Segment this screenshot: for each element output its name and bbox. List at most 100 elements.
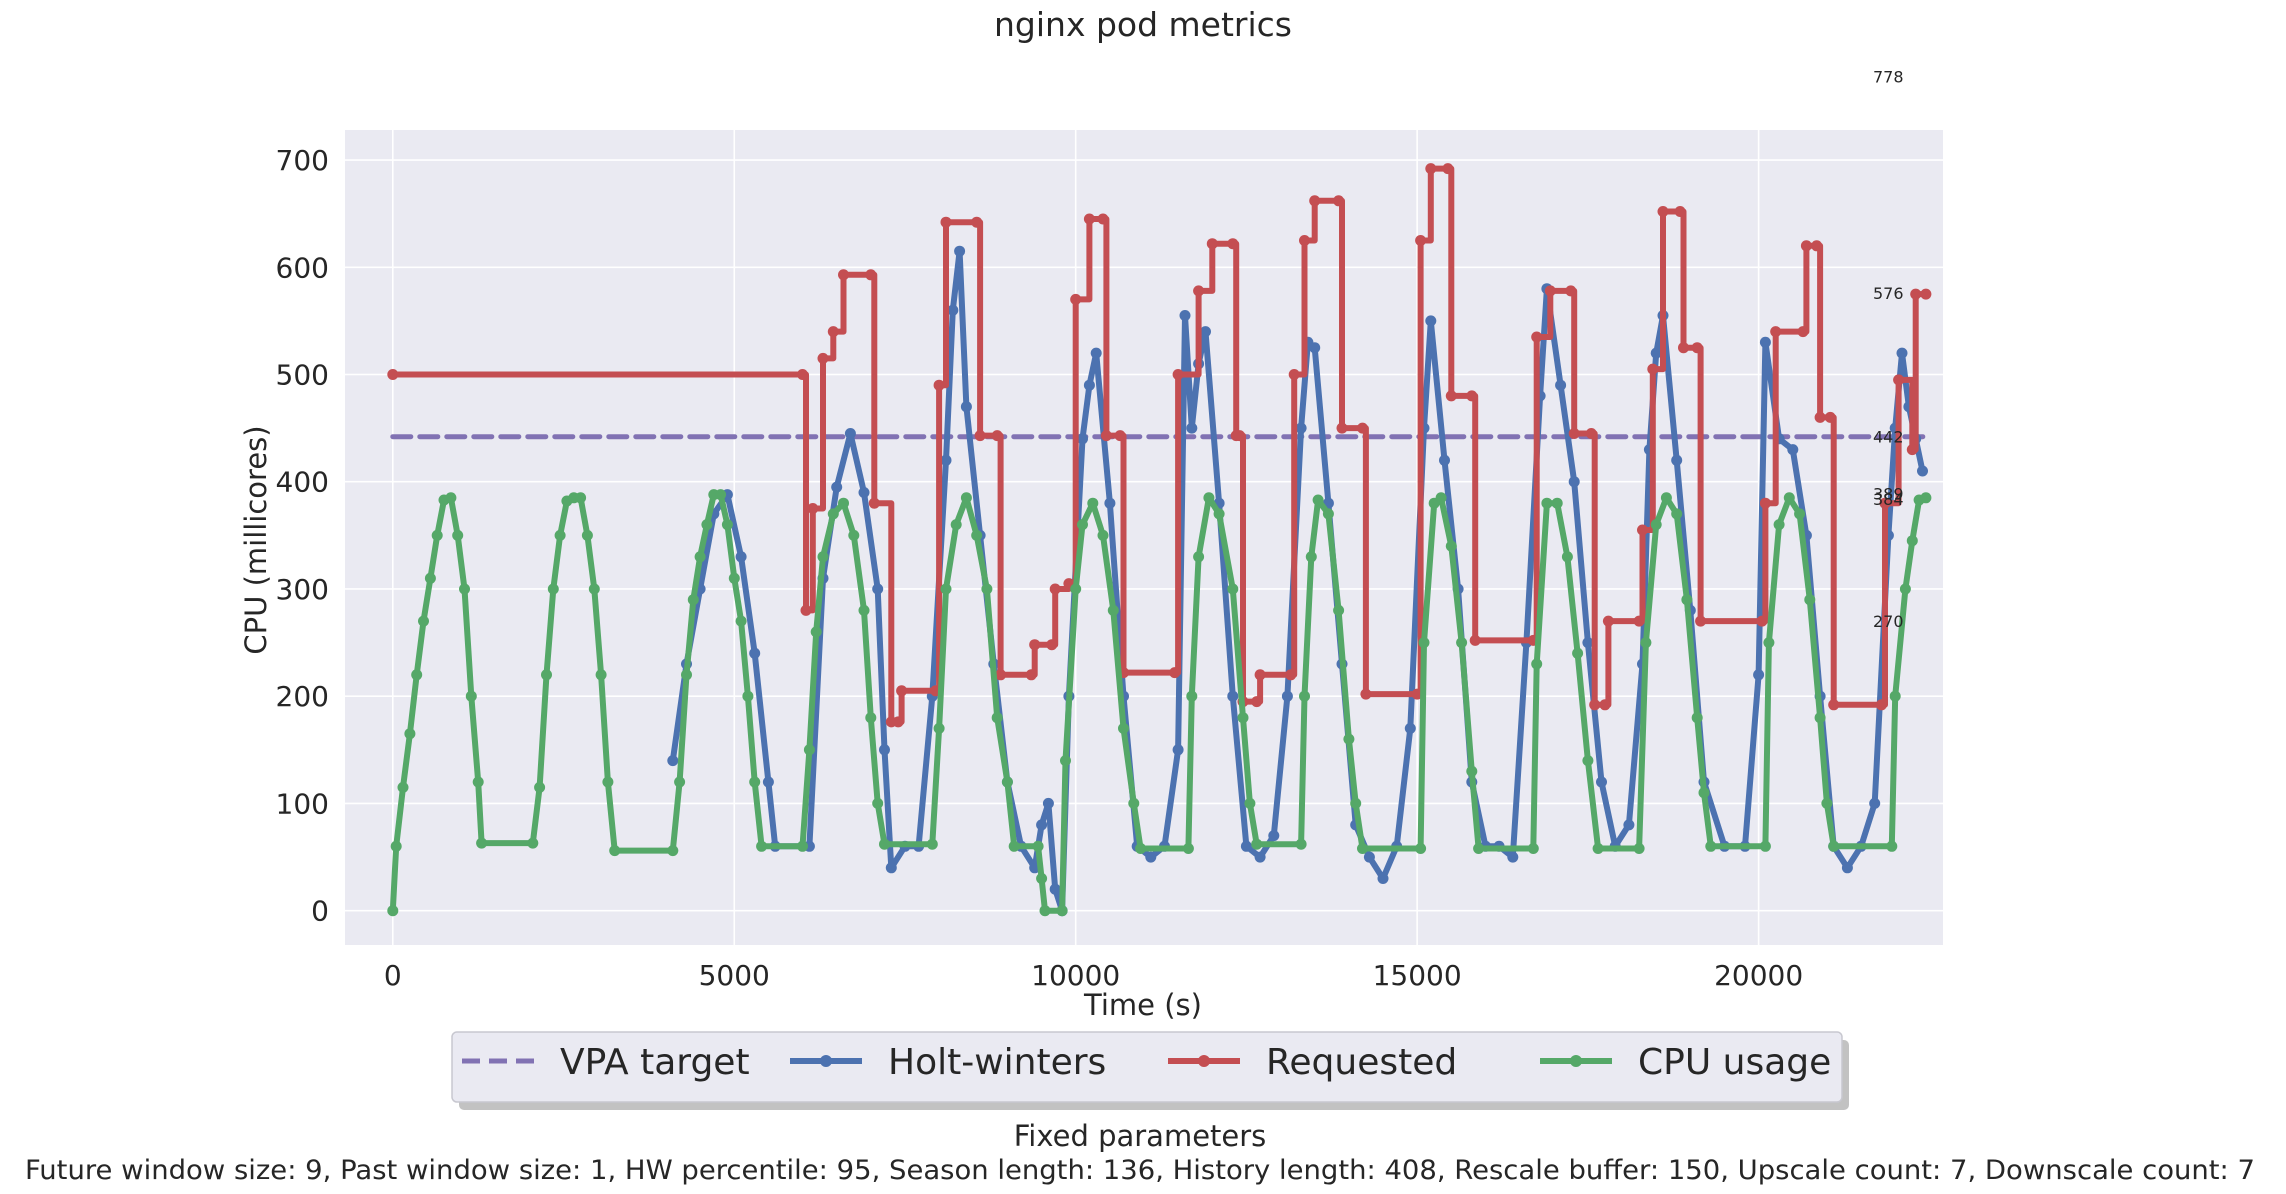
point-requested-76 [1800, 240, 1812, 252]
point-cpu-usage-99 [1456, 637, 1468, 649]
point-holt-winters-6 [749, 647, 761, 659]
point-requested-0 [387, 369, 399, 380]
point-cpu-usage-2 [397, 781, 409, 793]
point-requested-5 [827, 326, 839, 338]
point-holt-winters-84 [1671, 454, 1683, 466]
point-cpu-usage-112 [1650, 519, 1662, 531]
point-requested-50 [1425, 163, 1437, 175]
point-cpu-usage-22 [575, 492, 587, 504]
point-requested-6 [838, 269, 849, 281]
point-cpu-usage-75 [1135, 843, 1147, 854]
point-holt-winters-70 [1507, 851, 1519, 863]
point-requested-68 [1674, 206, 1686, 217]
point-holt-winters-40 [1145, 851, 1157, 863]
point-cpu-usage-83 [1244, 797, 1256, 809]
point-requested-46 [1357, 422, 1368, 434]
point-cpu-usage-0 [387, 905, 399, 917]
point-requested-39 [1254, 669, 1266, 681]
point-holt-winters-46 [1200, 326, 1211, 338]
point-holt-winters-104 [1917, 465, 1928, 477]
point-cpu-usage-88 [1312, 494, 1324, 506]
point-requested-7 [865, 269, 877, 281]
point-cpu-usage-7 [431, 529, 443, 541]
point-cpu-usage-14 [476, 837, 488, 849]
point-cpu-usage-122 [1783, 492, 1795, 504]
point-requested-81 [1876, 699, 1887, 711]
point-cpu-usage-49 [858, 604, 870, 616]
point-cpu-usage-67 [1060, 755, 1071, 767]
point-holt-winters-37 [1104, 497, 1116, 509]
point-holt-winters-14 [872, 583, 884, 595]
point-cpu-usage-85 [1295, 838, 1307, 850]
point-cpu-usage-58 [971, 529, 983, 541]
point-requested-17 [991, 430, 1003, 442]
point-cpu-usage-125 [1814, 712, 1826, 724]
point-cpu-usage-44 [810, 626, 822, 638]
point-holt-winters-44 [1186, 422, 1198, 434]
point-holt-winters-7 [762, 776, 774, 788]
point-holt-winters-30 [1042, 797, 1054, 809]
point-cpu-usage-9 [445, 492, 457, 504]
point-cpu-usage-131 [1906, 535, 1918, 547]
point-cpu-usage-109 [1592, 843, 1604, 854]
point-cpu-usage-121 [1773, 519, 1785, 531]
point-cpu-usage-92 [1350, 797, 1362, 809]
point-cpu-usage-43 [803, 744, 815, 756]
point-holt-winters-50 [1254, 851, 1266, 863]
y-axis-label: CPU (millicores) [239, 425, 273, 654]
point-requested-10 [892, 716, 904, 728]
point-cpu-usage-17 [541, 669, 552, 681]
point-cpu-usage-51 [872, 797, 884, 809]
point-cpu-usage-48 [848, 529, 860, 541]
point-cpu-usage-64 [1036, 873, 1048, 884]
legend-item-holt-winters: Holt-winters [790, 1042, 1106, 1083]
point-cpu-usage-74 [1128, 797, 1140, 809]
legend-marker-cpu-usage [1570, 1055, 1582, 1067]
point-requested-65 [1637, 524, 1648, 536]
point-cpu-usage-76 [1182, 843, 1194, 854]
point-cpu-usage-65 [1039, 905, 1051, 917]
point-cpu-usage-25 [595, 669, 607, 681]
legend-label-requested: Requested [1266, 1042, 1457, 1083]
point-holt-winters-35 [1083, 379, 1095, 391]
point-cpu-usage-37 [728, 572, 740, 584]
point-requested-32 [1193, 285, 1205, 297]
point-requested-36 [1234, 430, 1246, 442]
point-cpu-usage-54 [933, 722, 945, 734]
point-holt-winters-16 [885, 862, 897, 874]
point-requested-42 [1299, 235, 1310, 246]
point-requested-16 [974, 430, 986, 442]
point-cpu-usage-95 [1418, 637, 1430, 649]
y-tick-label-6: 600 [276, 251, 329, 284]
point-cpu-usage-57 [960, 492, 972, 504]
point-cpu-usage-50 [865, 712, 877, 724]
legend-item-vpa-target: VPA target [462, 1042, 750, 1083]
point-cpu-usage-11 [459, 583, 470, 595]
point-holt-winters-53 [1295, 422, 1307, 434]
point-cpu-usage-18 [547, 583, 559, 595]
point-holt-winters-0 [667, 755, 679, 767]
point-holt-winters-79 [1623, 819, 1635, 831]
point-cpu-usage-45 [817, 551, 829, 563]
legend-marker-holt-winters [820, 1055, 832, 1067]
point-cpu-usage-55 [940, 583, 952, 595]
point-cpu-usage-28 [667, 845, 679, 857]
point-cpu-usage-35 [715, 489, 727, 501]
value-annotation-5: 270 [1873, 612, 1904, 631]
point-cpu-usage-41 [756, 840, 768, 852]
point-cpu-usage-84 [1251, 838, 1263, 850]
point-requested-31 [1172, 369, 1184, 380]
point-cpu-usage-105 [1551, 497, 1563, 509]
point-cpu-usage-87 [1305, 551, 1317, 563]
point-holt-winters-20 [940, 454, 952, 466]
point-holt-winters-64 [1425, 315, 1437, 327]
point-cpu-usage-23 [581, 529, 593, 541]
point-holt-winters-65 [1439, 454, 1450, 466]
point-cpu-usage-107 [1572, 647, 1584, 659]
point-cpu-usage-61 [1001, 776, 1013, 788]
point-requested-54 [1469, 634, 1481, 646]
point-cpu-usage-52 [879, 838, 890, 850]
point-cpu-usage-26 [602, 776, 614, 788]
x-tick-label-0: 0 [384, 959, 402, 992]
